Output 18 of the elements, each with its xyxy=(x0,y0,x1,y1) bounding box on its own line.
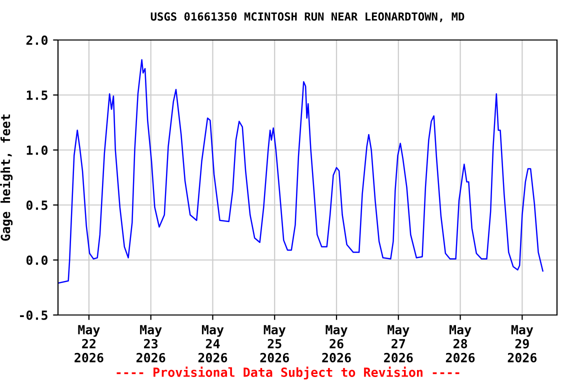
y-tick-label: 1.0 xyxy=(26,145,48,155)
chart-title: USGS 01661350 MCINTOSH RUN NEAR LEONARDTOWN, MD xyxy=(150,12,464,22)
text: ---- Provisional Data Subject to Revision ---- xyxy=(116,366,460,380)
y-tick-label: 2.0 xyxy=(26,35,48,45)
y-tick-label: 0.0 xyxy=(26,255,48,265)
x-tick-label: May 26 2026 xyxy=(322,325,351,362)
y-tick-label: -0.5 xyxy=(20,310,48,320)
y-axis-title: Gage height, feet xyxy=(0,114,13,241)
x-tick-label: May 27 2026 xyxy=(384,325,413,362)
x-tick-label: May 28 2026 xyxy=(446,325,475,362)
y-tick-label: 1.5 xyxy=(26,90,48,100)
x-tick-label: May 22 2026 xyxy=(74,325,104,362)
y-tick-label: 0.5 xyxy=(26,200,48,210)
x-tick-label: May 23 2026 xyxy=(136,325,166,362)
x-tick-label: May 29 2026 xyxy=(508,325,537,362)
line-series xyxy=(58,59,544,284)
x-tick-label: May 25 2026 xyxy=(260,325,289,362)
x-tick-label: May 24 2026 xyxy=(198,325,228,362)
